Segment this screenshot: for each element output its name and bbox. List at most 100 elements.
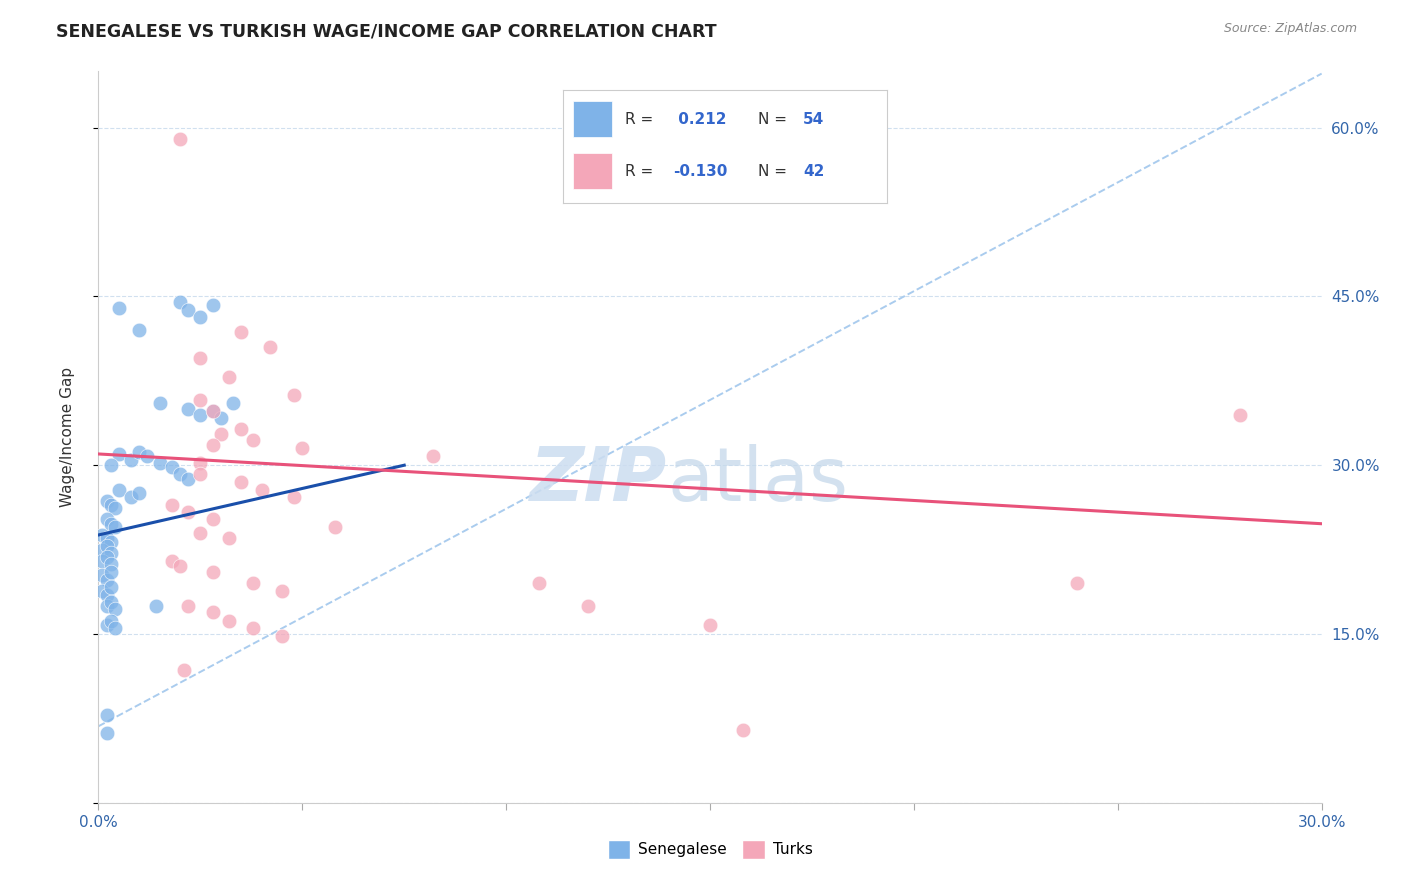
Point [100,614,122,628]
Point [323,520,346,534]
Point [145,599,167,613]
Point [149,396,172,410]
Text: SENEGALESE VS TURKISH WAGE/INCOME GAP CORRELATION CHART: SENEGALESE VS TURKISH WAGE/INCOME GAP CO… [56,22,717,40]
Point [1229,408,1251,422]
Point [201,298,224,312]
Point [91,584,114,599]
Point [100,595,122,609]
Point [120,452,142,467]
Point [188,408,212,422]
Point [128,444,150,458]
Point [96,532,118,546]
Point [188,351,212,366]
Point [96,618,118,632]
Point [96,539,118,553]
Point [177,401,200,416]
Point [218,614,240,628]
Point [100,534,122,549]
Point [201,512,224,526]
Point [100,546,122,560]
Point [91,568,114,582]
Point [218,532,240,546]
Point [169,467,191,482]
Point [108,447,131,461]
Point [96,599,118,613]
Point [242,434,264,448]
Point [160,554,183,568]
Point [291,442,314,456]
Point [104,500,127,515]
Point [128,323,150,337]
Point [1066,576,1088,591]
Point [128,486,150,500]
Point [177,472,200,486]
Point [259,340,281,354]
Point [96,494,118,508]
Point [242,621,264,635]
Point [188,525,212,540]
Point [91,554,114,568]
Point [96,726,118,740]
Point [201,404,224,418]
Point [169,559,191,574]
Point [270,584,294,599]
Point [100,516,122,531]
Point [209,411,232,425]
Point [231,326,253,340]
Point [100,580,122,594]
Point [731,723,754,737]
Text: atlas: atlas [668,444,848,517]
Point [270,629,294,643]
Point [201,605,224,619]
Point [108,301,131,315]
Point [100,458,122,473]
Point [160,460,183,475]
Point [96,550,118,565]
Point [104,621,127,635]
Point [576,599,599,613]
Point [250,483,273,497]
Point [527,576,550,591]
Y-axis label: Wage/Income Gap: Wage/Income Gap [60,367,75,508]
Point [104,602,127,616]
Point [188,456,212,470]
Point [283,388,305,402]
Point [209,426,232,441]
Point [201,438,224,452]
Point [201,404,224,418]
Point [104,520,127,534]
Point [231,475,253,489]
Point [100,498,122,512]
Point [96,573,118,587]
Point [169,295,191,310]
Point [188,392,212,407]
Point [169,132,191,146]
Point [222,396,245,410]
Point [96,588,118,602]
Point [177,599,200,613]
Point [91,542,114,557]
Point [201,565,224,579]
Text: ZIP: ZIP [530,444,668,517]
Point [177,302,200,317]
Point [100,558,122,572]
Point [242,576,264,591]
Point [100,565,122,579]
Point [136,449,159,463]
Point [160,498,183,512]
Legend: Senegalese, Turks: Senegalese, Turks [602,834,818,864]
Point [231,422,253,436]
Point [173,663,195,677]
Point [91,528,114,542]
Point [283,490,305,504]
Point [188,467,212,482]
Point [108,483,131,497]
Point [96,512,118,526]
Point [149,456,172,470]
Point [422,449,444,463]
Text: Source: ZipAtlas.com: Source: ZipAtlas.com [1223,22,1357,36]
Point [188,310,212,324]
Point [177,506,200,520]
Point [120,490,142,504]
Point [218,370,240,384]
